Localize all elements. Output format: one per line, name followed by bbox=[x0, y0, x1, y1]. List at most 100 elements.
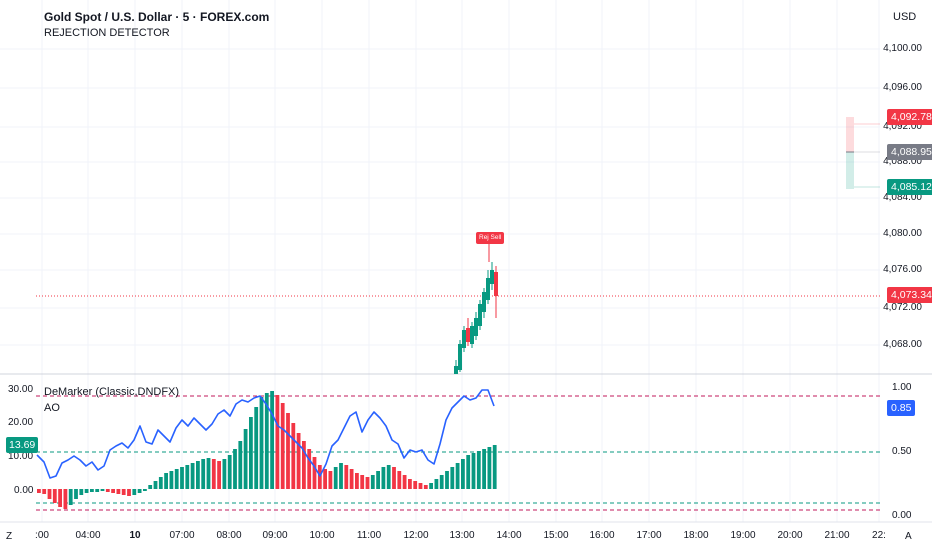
time-tick: 21:00 bbox=[824, 530, 850, 541]
left-scale-tick: 30.00 bbox=[8, 384, 34, 395]
candle-body bbox=[486, 278, 490, 300]
ao-histogram-bar bbox=[164, 473, 168, 489]
demarker-line bbox=[36, 389, 495, 479]
ao-histogram-bar bbox=[259, 397, 264, 489]
buy-zone-box bbox=[846, 152, 854, 189]
time-tick: 17:00 bbox=[636, 530, 662, 541]
ao-histogram-bar bbox=[227, 455, 232, 489]
ao-histogram-bar bbox=[339, 463, 343, 489]
ao-histogram-bar bbox=[74, 489, 78, 499]
ao-histogram-bar bbox=[312, 457, 317, 489]
left-scale-tick: 20.00 bbox=[8, 417, 34, 428]
ao-histogram-bar bbox=[392, 467, 396, 489]
ao-histogram-bar bbox=[121, 489, 126, 495]
ao-histogram-bar bbox=[492, 445, 497, 489]
ao-histogram-bar bbox=[471, 453, 476, 489]
ao-histogram-bar bbox=[286, 413, 290, 489]
ao-histogram-bar bbox=[402, 475, 407, 489]
ao-histogram-bar bbox=[201, 459, 206, 489]
right-scale-tick: 0.50 bbox=[892, 446, 912, 457]
time-tick: 20:00 bbox=[777, 530, 803, 541]
ao-histogram-bar bbox=[423, 485, 428, 489]
ao-histogram-bar bbox=[323, 469, 327, 489]
ao-histogram-bar bbox=[190, 463, 195, 489]
ao-legend[interactable]: AO bbox=[44, 402, 60, 414]
time-tick: 10 bbox=[129, 530, 141, 541]
ao-histogram-bar bbox=[143, 489, 147, 491]
ao-histogram-bar bbox=[84, 489, 89, 493]
sell-zone-box bbox=[846, 117, 854, 152]
ao-histogram-bar bbox=[52, 489, 57, 503]
time-tick: 15:00 bbox=[543, 530, 569, 541]
ao-histogram-bar bbox=[196, 461, 200, 489]
currency-label[interactable]: USD bbox=[893, 11, 917, 23]
ao-histogram-bar bbox=[42, 489, 47, 494]
candle-body bbox=[466, 328, 470, 342]
ao-histogram-bar bbox=[180, 467, 184, 489]
ao-histogram-bar bbox=[487, 447, 492, 489]
ao-histogram-bar bbox=[413, 481, 418, 489]
ao-histogram-bar bbox=[233, 449, 237, 489]
price-tick: 4,072.00 bbox=[883, 302, 922, 313]
demarker-legend[interactable]: DeMarker (Classic,DNDFX) bbox=[44, 386, 180, 398]
ao-histogram-bar bbox=[238, 441, 243, 489]
ao-histogram-bar bbox=[63, 489, 68, 509]
ao-histogram-bar bbox=[408, 479, 412, 489]
time-tick: 11:00 bbox=[356, 530, 382, 541]
ao-histogram-bar bbox=[476, 451, 481, 489]
ao-histogram-bar bbox=[461, 459, 465, 489]
ao-histogram-bar bbox=[376, 471, 380, 489]
ao-histogram-bar bbox=[37, 489, 41, 493]
time-tick: 22: bbox=[872, 530, 886, 541]
candle-body bbox=[474, 318, 478, 336]
time-tick: 08:00 bbox=[216, 530, 242, 541]
time-tick: 13:00 bbox=[449, 530, 475, 541]
ao-histogram-bar bbox=[254, 407, 259, 489]
time-tick: :00 bbox=[35, 530, 49, 541]
mid-level-badge: 4,088.95 bbox=[887, 144, 932, 160]
symbol-title[interactable]: Gold Spot / U.S. Dollar · 5 · FOREX.com bbox=[44, 10, 270, 24]
ao-histogram-bar bbox=[296, 433, 301, 489]
ao-histogram-bar bbox=[397, 471, 402, 489]
ao-histogram-bar bbox=[211, 459, 216, 489]
ao-histogram-bar bbox=[434, 479, 439, 489]
ao-histogram-bar bbox=[90, 489, 94, 492]
price-tick: 4,096.00 bbox=[883, 82, 922, 93]
time-tick: 07:00 bbox=[169, 530, 195, 541]
lower-level-badge: 4,085.12 bbox=[887, 179, 932, 195]
ao-histogram-bar bbox=[174, 469, 179, 489]
left-scale-tick: 10.00 bbox=[8, 451, 34, 462]
ao-histogram-bar bbox=[217, 461, 221, 489]
ao-histogram-bar bbox=[418, 483, 423, 489]
upper-level-badge: 4,092.78 bbox=[887, 109, 932, 125]
timezone-button[interactable]: Z bbox=[6, 531, 13, 542]
candle-body bbox=[478, 304, 482, 326]
ao-histogram-bar bbox=[307, 449, 312, 489]
ao-histogram-bar bbox=[105, 489, 110, 492]
indicator-overlay-title[interactable]: REJECTION DETECTOR bbox=[44, 27, 170, 39]
ao-histogram-bar bbox=[466, 455, 471, 489]
rejection-sell-label[interactable]: Rej Sell bbox=[476, 232, 505, 244]
candle-body bbox=[482, 292, 486, 312]
ao-histogram-bar bbox=[381, 467, 386, 489]
ao-histogram-bar bbox=[264, 393, 269, 489]
ao-histogram-bar bbox=[328, 471, 333, 489]
ao-histogram-bar bbox=[302, 441, 306, 489]
time-tick: 09:00 bbox=[262, 530, 288, 541]
auto-scale-button[interactable]: A bbox=[905, 531, 912, 542]
time-tick: 04:00 bbox=[75, 530, 101, 541]
ao-histogram-bar bbox=[270, 391, 274, 489]
candle-body bbox=[458, 344, 462, 370]
ao-histogram-bar bbox=[185, 465, 190, 489]
ao-histogram-bar bbox=[222, 459, 227, 489]
ao-histogram-bar bbox=[100, 489, 105, 491]
price-tick: 4,084.00 bbox=[883, 192, 922, 203]
price-tick: 4,100.00 bbox=[883, 43, 922, 54]
ao-histogram-bar bbox=[47, 489, 52, 499]
ao-histogram-bar bbox=[317, 465, 322, 489]
ao-histogram-bar bbox=[333, 467, 338, 489]
ao-histogram-bar bbox=[360, 475, 365, 489]
time-tick: 19:00 bbox=[730, 530, 756, 541]
ao-histogram-bar bbox=[148, 485, 153, 489]
